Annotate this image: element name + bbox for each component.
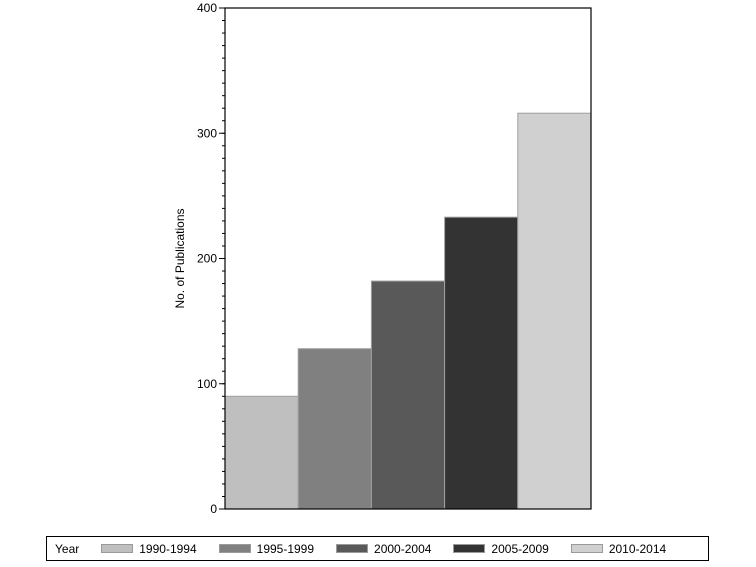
legend-swatch [101,544,134,553]
bar-1995-1999 [297,348,372,510]
legend-label: 1990-1994 [139,541,197,556]
y-tick-label: 200 [197,252,217,266]
y-axis-label: No. of Publications [173,208,187,308]
legend-label: 1995-1999 [256,541,315,556]
legend-item-1990-1994: 1990-1994 [101,541,197,556]
legend-title: Year [55,541,80,556]
y-tick-label: 100 [197,377,217,391]
legend-swatch [453,544,486,553]
y-tick-label: 300 [197,126,217,140]
legend: Year 1990-1994 1995-1999 2000-2004 2005-… [46,536,709,561]
legend-item-2005-2009: 2005-2009 [453,541,549,556]
legend-item-2000-2004: 2000-2004 [336,542,431,556]
bar-1990-1994 [224,395,299,510]
legend-swatch [336,544,369,553]
legend-swatch [218,544,251,553]
y-tick-label: 0 [210,502,217,516]
legend-label: 2005-2009 [491,541,549,556]
y-tick-label: 400 [197,1,217,15]
legend-item-1995-1999: 1995-1999 [218,541,315,556]
bar-2000-2004 [370,280,446,510]
legend-label: 2010-2014 [608,541,667,556]
legend-swatch [570,544,603,553]
bar-2005-2009 [444,216,519,510]
bar-2010-2014 [517,112,592,510]
legend-label: 2000-2004 [374,541,432,556]
plot-area: 0 100 200 300 400 No. of Publications [173,1,592,516]
legend-item-2010-2014: 2010-2014 [570,541,667,556]
